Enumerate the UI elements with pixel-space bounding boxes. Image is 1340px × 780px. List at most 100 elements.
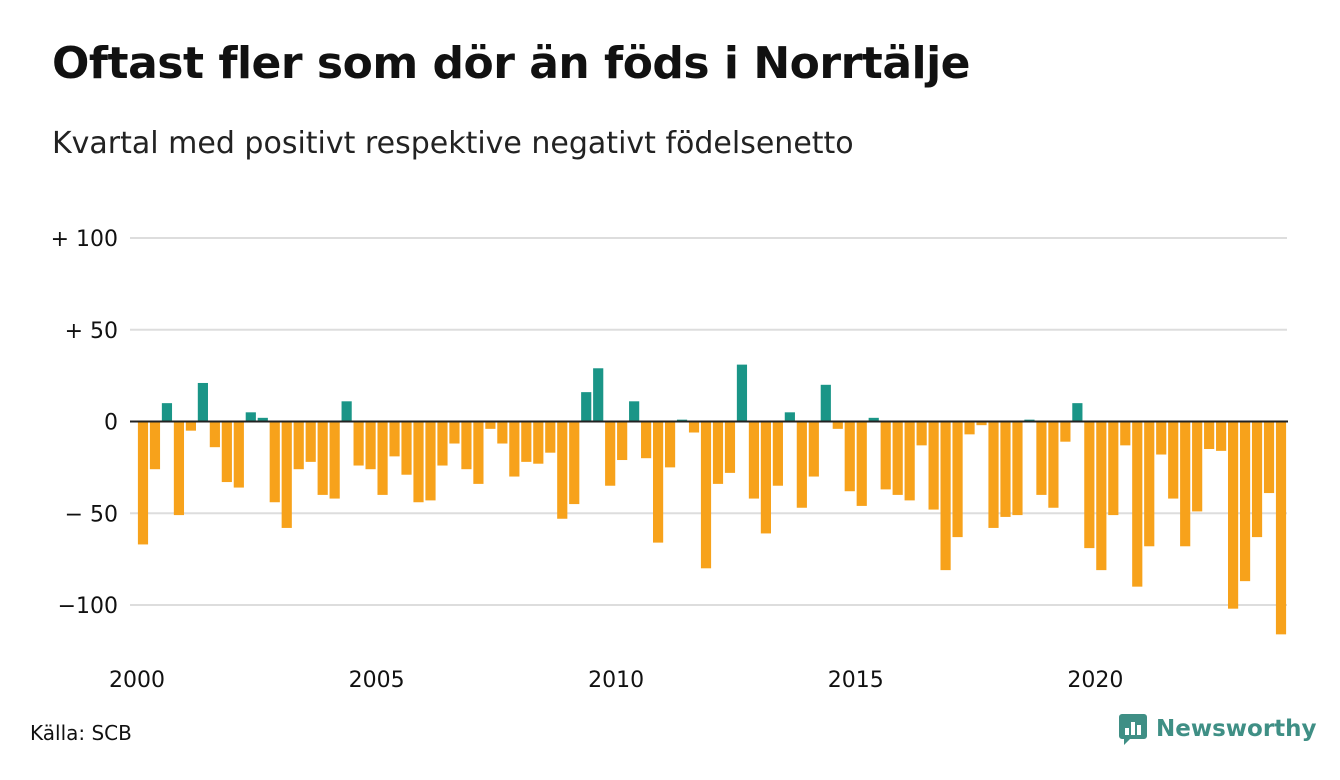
bar (161, 403, 173, 422)
bar (581, 392, 592, 422)
bar (988, 421, 999, 528)
bar (185, 421, 196, 431)
bar (365, 421, 376, 470)
bar (449, 421, 460, 444)
bar (617, 421, 628, 461)
bar (437, 421, 448, 466)
x-tick-label: 2010 (588, 668, 644, 693)
bar (736, 364, 748, 422)
bar (796, 421, 807, 508)
bar (557, 421, 568, 519)
bar (1275, 421, 1287, 635)
bar (389, 421, 400, 457)
bar (880, 421, 891, 490)
bar (700, 421, 712, 569)
bar (1228, 421, 1239, 609)
brand-logo: Newsworthy (1118, 712, 1317, 746)
x-tick-label: 2020 (1067, 668, 1123, 693)
x-tick-label: 2005 (349, 668, 405, 693)
bar (509, 421, 520, 477)
y-axis-ticks: + 100 + 50 0 − 50 −100 (51, 227, 118, 619)
bar (688, 421, 700, 433)
bar (233, 421, 244, 488)
bar (473, 421, 484, 484)
bar (1168, 421, 1179, 499)
bar (844, 421, 855, 492)
bar (1000, 421, 1011, 517)
bar (269, 421, 280, 503)
bars (137, 364, 1287, 635)
bar (1084, 421, 1095, 549)
bar (1096, 421, 1107, 571)
bar (760, 421, 771, 534)
bar (1120, 421, 1131, 446)
bar (904, 421, 915, 501)
bar (221, 421, 232, 483)
bar (485, 421, 496, 429)
bar (1132, 421, 1143, 587)
bar (593, 368, 604, 422)
chart-subtitle: Kvartal med positivt respektive negativt… (52, 126, 854, 161)
bar (856, 421, 867, 506)
bar (1036, 421, 1047, 495)
bar (461, 421, 472, 470)
bar (497, 421, 508, 444)
bar (425, 421, 436, 501)
bar (820, 384, 831, 422)
y-tick-label: + 50 (65, 319, 118, 344)
bar (245, 412, 256, 422)
bar (533, 421, 544, 464)
bar (1060, 421, 1071, 442)
bar (1156, 421, 1167, 455)
bar (137, 421, 149, 545)
bar (305, 421, 316, 462)
y-tick-label: 0 (104, 411, 118, 436)
bar (1108, 421, 1119, 516)
chart-title: Oftast fler som dör än föds i Norrtälje (52, 38, 971, 89)
bar (569, 421, 580, 505)
bar (868, 417, 879, 422)
bar (209, 421, 220, 448)
bar (1072, 403, 1083, 422)
bar (1192, 421, 1203, 512)
x-tick-label: 2015 (828, 668, 884, 693)
bar (1251, 421, 1263, 538)
source-note: Källa: SCB (30, 721, 132, 745)
bar (772, 421, 783, 486)
bar-chart-logo-icon (1119, 714, 1147, 745)
bar (341, 401, 352, 422)
bar (712, 421, 724, 484)
bar (1180, 421, 1191, 547)
bar (149, 421, 161, 470)
x-axis-ticks: 2000 2005 2010 2015 2020 (109, 668, 1123, 693)
y-tick-label: − 50 (65, 502, 118, 527)
bar (521, 421, 532, 462)
bar (293, 421, 304, 470)
bar (724, 421, 736, 473)
bar (545, 421, 556, 453)
bar (916, 421, 927, 446)
bar (353, 421, 364, 466)
brand-name: Newsworthy (1156, 716, 1317, 742)
bar (976, 421, 987, 426)
bar (1048, 421, 1059, 508)
bar (629, 401, 640, 422)
bar (281, 421, 292, 528)
bar (653, 421, 664, 543)
bar (173, 421, 185, 516)
bar (1263, 421, 1275, 494)
bar (832, 421, 843, 429)
bar (928, 421, 939, 510)
bar (748, 421, 760, 499)
bar (329, 421, 340, 499)
bar (401, 421, 412, 475)
bar (605, 421, 616, 486)
bar (197, 382, 208, 422)
bar (413, 421, 424, 503)
bar (952, 421, 963, 538)
bar (964, 421, 975, 435)
bar (784, 412, 795, 422)
bar (377, 421, 388, 495)
x-tick-label: 2000 (109, 668, 165, 693)
